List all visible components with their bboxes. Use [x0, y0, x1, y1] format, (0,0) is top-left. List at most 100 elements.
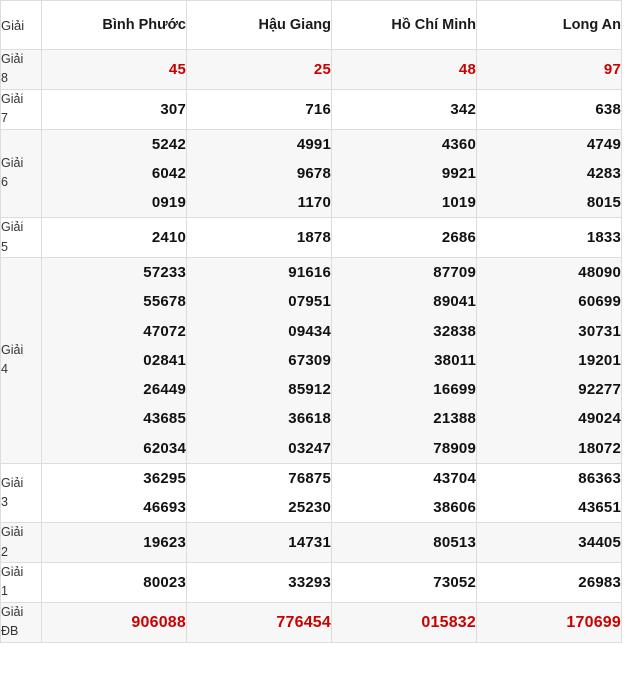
prize-number: 30731: [578, 322, 621, 340]
prize-label-cell: Giải 1: [0, 562, 42, 603]
prize-number: 307: [160, 100, 186, 118]
prize-label-number: 3: [1, 495, 8, 509]
prize-numbers-haugiang: 4991 9678 1170: [186, 129, 332, 219]
prize-number: 1019: [441, 194, 476, 211]
prize-number: 4991: [296, 135, 331, 153]
prize-numbers-longan: 48090 60699 30731 19201 92277 49024 18072: [476, 257, 622, 464]
prize-label-word: Giải: [1, 343, 24, 357]
prize-number: 78909: [433, 439, 476, 457]
prize-numbers-binhphuoc: 906088: [41, 602, 187, 643]
prize-label-word: Giải: [1, 91, 24, 106]
prize-number: 25: [313, 60, 331, 78]
prize-label-cell: Giải 3: [0, 463, 42, 524]
prize-numbers-hochiminh: 43704 38606: [331, 463, 477, 524]
prize-numbers-hochiminh: 4360 9921 1019: [331, 129, 477, 219]
prize-number: 57233: [143, 264, 186, 281]
table-row: Giải ĐB 906088 776454 015832 170699: [0, 602, 622, 643]
prize-label-word: Giải: [1, 156, 24, 170]
prize-number: 48090: [578, 264, 621, 281]
prize-number: 49024: [578, 410, 621, 428]
column-header-long-an: Long An: [476, 0, 622, 50]
prize-number: 015832: [421, 613, 476, 631]
prize-number: 60699: [578, 293, 621, 311]
prize-numbers-haugiang: 76875 25230: [186, 463, 332, 524]
prize-number: 26449: [143, 381, 186, 398]
prize-numbers-longan: 97: [476, 49, 622, 90]
prize-numbers-hochiminh: 80513: [331, 522, 477, 563]
prize-number: 14731: [288, 534, 331, 551]
prize-label-number: 4: [1, 362, 8, 377]
prize-number: 80513: [433, 534, 476, 551]
prize-numbers-binhphuoc: 19623: [41, 522, 187, 563]
table-row: Giải 5 2410 1878 2686 1833: [0, 217, 622, 258]
table-row: Giải 4 57233 55678 47072 02841 26449 43685 62034…: [0, 257, 622, 464]
prize-numbers-binhphuoc: 5242 6042 0919: [41, 129, 187, 219]
prize-numbers-haugiang: 776454: [186, 602, 332, 643]
prize-numbers-binhphuoc: 57233 55678 47072 02841 26449 43685 62034: [41, 257, 187, 464]
table-row: Giải 1 80023 33293 73052 26983: [0, 562, 622, 603]
prize-numbers-hochiminh: 015832: [331, 602, 477, 643]
prize-label-cell: Giải 8: [0, 49, 42, 90]
prize-number: 62034: [143, 439, 186, 457]
prize-number: 26983: [578, 573, 621, 591]
prize-numbers-haugiang: 33293: [186, 562, 332, 603]
prize-numbers-hochiminh: 342: [331, 89, 477, 130]
prize-label-cell: Giải 2: [0, 522, 42, 563]
prize-number: 67309: [288, 351, 331, 369]
prize-number: 47072: [143, 322, 186, 340]
prize-number: 38606: [433, 499, 476, 516]
prize-number: 09434: [288, 322, 331, 340]
prize-number: 638: [595, 100, 621, 118]
column-header-hau-giang: Hậu Giang: [186, 0, 332, 50]
prize-label-number: 1: [1, 584, 8, 599]
prize-numbers-hochiminh: 2686: [331, 217, 477, 258]
prize-label-number: ĐB: [1, 624, 19, 639]
table-body: Giải 8 45 25 48 97 Giải 7 307 716 342 638 Giải 6 5242 6…: [0, 49, 622, 643]
prize-label-word: Giải: [1, 565, 24, 579]
prize-label-number: 5: [1, 239, 8, 254]
prize-numbers-hochiminh: 48: [331, 49, 477, 90]
table-row: Giải 7 307 716 342 638: [0, 89, 622, 130]
prize-numbers-longan: 4749 4283 8015: [476, 129, 622, 219]
table-row: Giải 8 45 25 48 97: [0, 49, 622, 90]
prize-number: 55678: [143, 293, 186, 311]
prize-numbers-longan: 170699: [476, 602, 622, 643]
lottery-results-table: Giải Bình Phước Hậu Giang Hồ Chí Minh Lo…: [0, 0, 622, 643]
prize-numbers-haugiang: 1878: [186, 217, 332, 258]
column-header-prize: Giải: [0, 0, 42, 50]
prize-number: 5242: [151, 135, 186, 153]
prize-number: 1833: [586, 229, 621, 246]
prize-number: 19623: [143, 534, 186, 551]
prize-number: 43651: [578, 499, 621, 516]
prize-number: 85912: [288, 381, 331, 398]
prize-number: 0919: [151, 194, 186, 211]
prize-numbers-binhphuoc: 45: [41, 49, 187, 90]
table-row: Giải 3 36295 46693 76875 25230 43704 38606 86363…: [0, 463, 622, 524]
prize-number: 43704: [433, 469, 476, 487]
prize-number: 87709: [433, 264, 476, 281]
prize-number: 36295: [143, 469, 186, 487]
prize-label-word: Giải: [1, 475, 24, 490]
prize-number: 33293: [288, 573, 331, 591]
prize-number: 906088: [131, 613, 186, 631]
prize-number: 1170: [297, 194, 331, 211]
prize-numbers-haugiang: 91616 07951 09434 67309 85912 36618 03247: [186, 257, 332, 464]
prize-number: 4283: [586, 164, 621, 182]
table-row: Giải 2 19623 14731 80513 34405: [0, 522, 622, 563]
prize-number: 2686: [441, 229, 476, 246]
prize-number: 21388: [433, 410, 476, 428]
prize-number: 25230: [288, 499, 331, 516]
prize-number: 38011: [434, 351, 476, 369]
prize-label-cell: Giải 4: [0, 257, 42, 464]
prize-number: 48: [458, 60, 476, 78]
prize-number: 16699: [433, 381, 476, 398]
prize-numbers-haugiang: 716: [186, 89, 332, 130]
prize-numbers-longan: 34405: [476, 522, 622, 563]
prize-label-word: Giải: [1, 525, 24, 540]
prize-label-number: 7: [1, 111, 8, 126]
prize-number: 46693: [143, 499, 186, 516]
table-row: Giải 6 5242 6042 0919 4991 9678 1170 4360 9921 101…: [0, 129, 622, 219]
prize-number: 19201: [578, 351, 621, 369]
prize-number: 34405: [578, 534, 621, 551]
prize-number: 80023: [143, 573, 186, 591]
